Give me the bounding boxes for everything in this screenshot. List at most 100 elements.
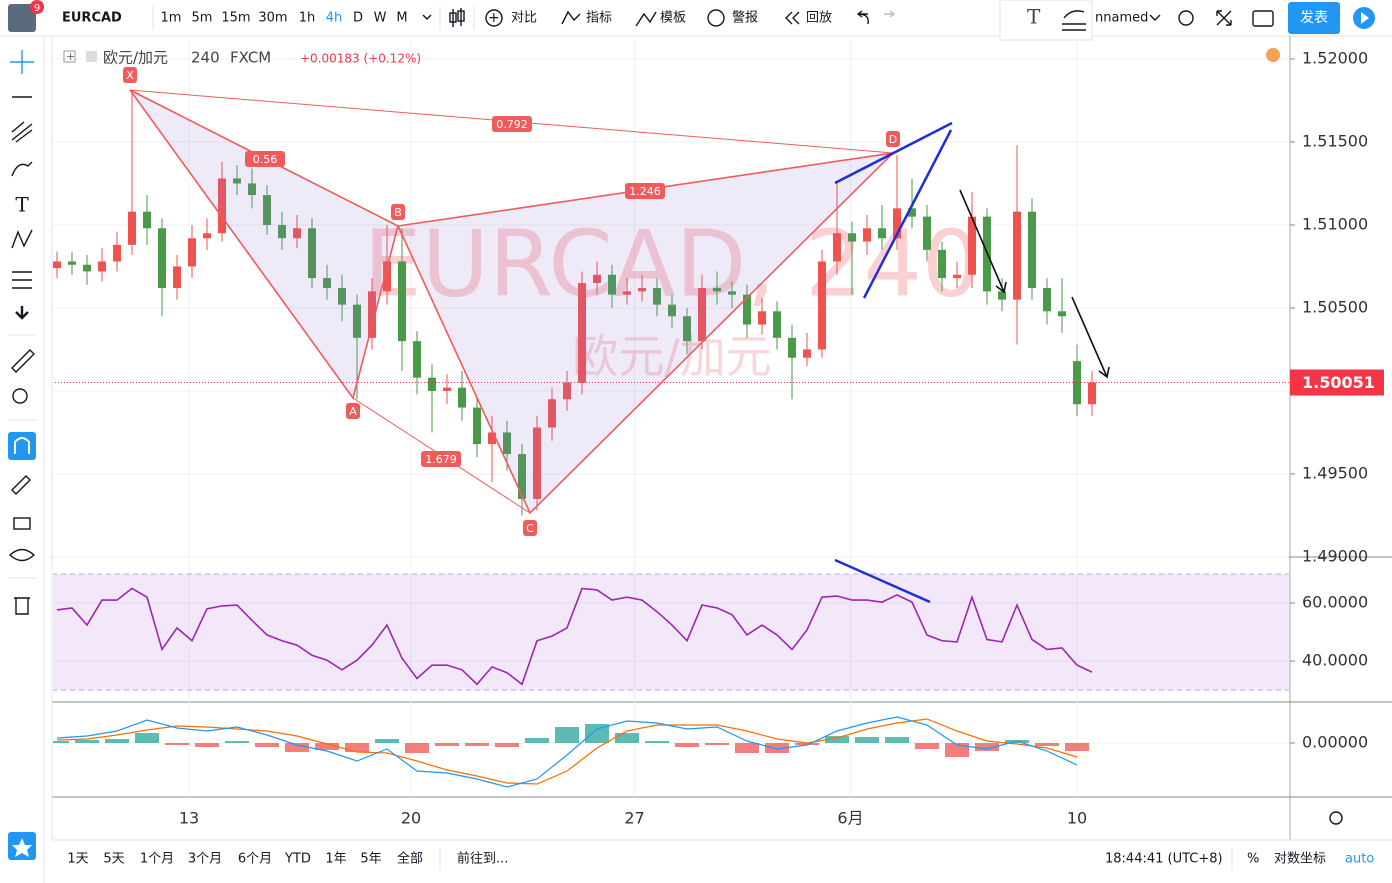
pattern-point-tag [346, 403, 360, 419]
pattern-point-tag [886, 131, 900, 147]
redo-icon[interactable] [884, 10, 896, 18]
candle-body [728, 291, 736, 295]
delete-tool[interactable] [14, 597, 30, 615]
macd-line [56, 716, 1078, 788]
compare-button[interactable]: 对比 [511, 11, 537, 26]
candle-body [533, 427, 541, 499]
lock-tool[interactable] [13, 517, 31, 530]
legend-plus: + [66, 50, 75, 63]
symbol[interactable]: EURCAD [62, 11, 122, 26]
y-tick-label: 1.51000 [1302, 214, 1368, 233]
macd-histogram-bar [375, 739, 399, 743]
compare-icon[interactable] [485, 9, 503, 27]
macd-histogram-bar [765, 743, 789, 753]
candle-body [188, 238, 196, 267]
interval-button[interactable]: 30m [258, 11, 287, 26]
text-tool[interactable]: T [15, 193, 29, 217]
candle-style-icon[interactable] [449, 8, 465, 27]
range-button[interactable]: 3个月 [188, 852, 222, 867]
candle-body [1028, 211, 1036, 289]
layout-dropdown[interactable] [1149, 14, 1161, 21]
visibility-tool[interactable] [8, 548, 36, 562]
indicators-button[interactable]: 指标 [586, 11, 612, 26]
candle-body [1073, 361, 1081, 405]
interval-button[interactable]: D [353, 11, 363, 26]
interval-button[interactable]: 15m [221, 11, 250, 26]
plot-area: EURCAD, 240欧元/加元 [53, 40, 1289, 797]
range-button[interactable]: 6个月 [238, 852, 272, 867]
range-button[interactable]: YTD [284, 852, 311, 867]
alert-icon[interactable] [707, 9, 725, 27]
range-button[interactable]: 1年 [325, 852, 346, 867]
interval-button[interactable]: 4h [326, 11, 343, 26]
interval-button[interactable]: W [374, 11, 387, 26]
candle-body [458, 387, 466, 408]
range-button[interactable]: 全部 [397, 851, 423, 867]
pattern-ratio-label: 0.792 [496, 118, 528, 131]
interval-dropdown[interactable] [422, 14, 432, 20]
indicator-icon[interactable] [561, 10, 581, 25]
candle-body [263, 195, 271, 225]
fib-tool[interactable] [11, 121, 33, 143]
legend-symbol-name[interactable]: 欧元/加元 [103, 49, 168, 67]
legend-collapse[interactable] [63, 50, 76, 63]
magnet-tool[interactable] [8, 432, 36, 460]
brush-tool[interactable] [11, 161, 33, 177]
settings-icon[interactable] [1178, 10, 1194, 26]
line-style-icon[interactable] [1062, 10, 1086, 31]
publish-button[interactable]: 发表 [1300, 10, 1328, 26]
candle-body [308, 228, 316, 279]
interval-button[interactable]: 1m [161, 11, 182, 26]
candle-body [488, 432, 496, 445]
candle-body [563, 382, 571, 400]
warning-icon[interactable] [1266, 48, 1280, 62]
macd-histogram-bar [315, 743, 339, 750]
range-button[interactable]: 5年 [360, 852, 381, 867]
range-button[interactable]: 5天 [103, 852, 124, 867]
badge [30, 0, 44, 14]
candle-body [1013, 211, 1021, 300]
lock-drawing-tool[interactable] [11, 475, 31, 495]
axis-settings[interactable] [1329, 811, 1343, 825]
percent-toggle[interactable]: % [1247, 852, 1259, 867]
ruler-tool[interactable] [11, 349, 35, 373]
text-tool-icon[interactable]: T [1027, 5, 1041, 29]
replay-icon[interactable] [785, 11, 800, 25]
undo-icon[interactable] [856, 10, 869, 25]
alert-button[interactable]: 警报 [732, 10, 758, 26]
log-toggle[interactable]: 对数坐标 [1274, 852, 1326, 867]
macd-histogram-bar [915, 743, 939, 749]
goto-button[interactable]: 前往到... [457, 851, 508, 867]
y-tick-label: 1.51500 [1302, 131, 1368, 150]
crosshair-tool[interactable] [10, 50, 34, 74]
avatar[interactable] [8, 4, 36, 32]
prediction-tool[interactable] [12, 271, 32, 289]
interval-button[interactable]: 1h [299, 11, 316, 26]
x-tick-label: 10 [1067, 809, 1087, 828]
snapshot-icon[interactable] [1252, 10, 1274, 27]
auto-toggle[interactable]: auto [1345, 852, 1374, 867]
macd-histogram-bar [75, 740, 99, 743]
range-button[interactable]: 1个月 [140, 852, 174, 867]
arrow-tool[interactable] [15, 306, 29, 320]
interval-button[interactable]: 5m [192, 11, 213, 26]
macd-histogram-bar [555, 727, 579, 743]
replay-button[interactable]: 回放 [806, 11, 832, 26]
zoom-tool[interactable] [12, 388, 28, 404]
publish-button-bg[interactable] [1288, 2, 1340, 34]
candle-body [773, 311, 781, 338]
fullscreen-icon[interactable] [1216, 10, 1232, 26]
layout-name[interactable]: nnamed [1095, 11, 1148, 26]
macd-histogram-bar [855, 737, 879, 743]
macd-histogram-bar [825, 736, 849, 743]
template-icon[interactable] [635, 11, 657, 27]
macd-histogram-bar [465, 743, 489, 746]
interval-button[interactable]: M [396, 11, 407, 26]
pattern-tool[interactable] [11, 229, 33, 249]
macd-histogram-bar [435, 743, 459, 746]
candle-body [473, 407, 481, 445]
candle-body [923, 216, 931, 250]
range-button[interactable]: 1天 [67, 852, 88, 867]
macd-histogram-bar [735, 743, 759, 753]
templates-button[interactable]: 模板 [660, 11, 686, 26]
